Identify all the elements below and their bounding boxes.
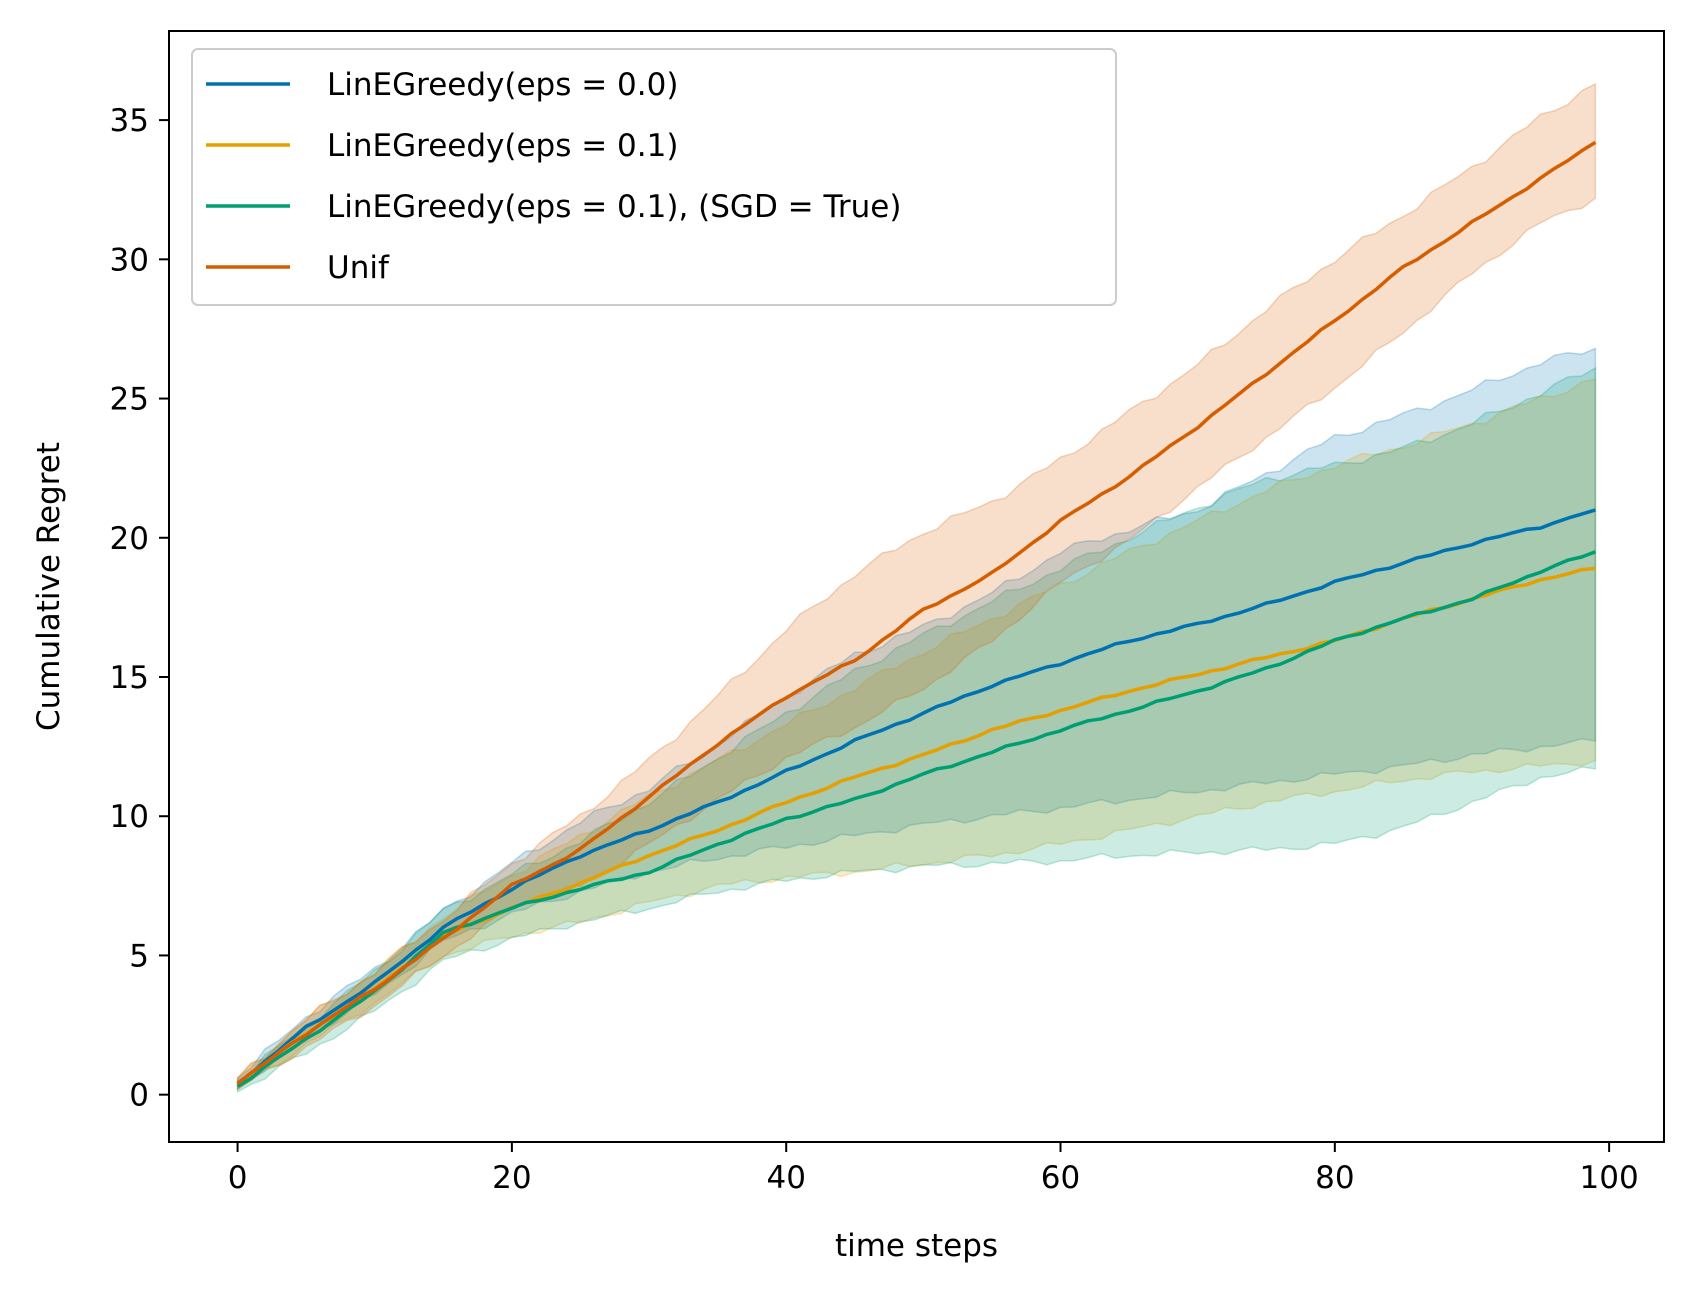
x-axis-label: time steps xyxy=(835,1228,998,1264)
line-series-1 xyxy=(236,508,1596,1085)
line-series-4 xyxy=(236,140,1597,1085)
legend-box xyxy=(191,48,1117,306)
x-tick-label: 100 xyxy=(1580,1160,1639,1196)
x-axis-ticks: 0 20 40 60 80 100 xyxy=(228,1142,1639,1196)
y-tick-label: 20 xyxy=(110,521,149,557)
y-tick-label: 35 xyxy=(110,103,149,139)
line-series-3 xyxy=(236,550,1597,1088)
axes-frame xyxy=(168,30,1665,1143)
y-axis-label: Cumulative Regret xyxy=(31,442,67,731)
y-tick-label: 25 xyxy=(110,382,149,418)
x-tick-label: 80 xyxy=(1315,1160,1354,1196)
y-tick-label: 10 xyxy=(110,799,149,835)
band-series-3 xyxy=(236,366,1597,1094)
legend-label: LinEGreedy(eps = 0.1), (SGD = True) xyxy=(327,189,901,225)
x-tick-label: 60 xyxy=(1041,1160,1080,1196)
confidence-bands xyxy=(236,82,1597,1094)
y-tick-label: 5 xyxy=(129,938,149,974)
x-tick-label: 0 xyxy=(228,1160,248,1196)
x-tick-label: 20 xyxy=(492,1160,531,1196)
x-tick-label: 40 xyxy=(766,1160,805,1196)
y-tick-label: 30 xyxy=(110,242,149,278)
legend-label: Unif xyxy=(327,250,390,286)
legend-label: LinEGreedy(eps = 0.1) xyxy=(327,128,678,164)
band-series-4 xyxy=(236,82,1597,1091)
band-series-2 xyxy=(236,378,1597,1091)
legend-label: LinEGreedy(eps = 0.0) xyxy=(327,67,678,103)
y-axis-ticks: 0 5 10 15 20 25 30 35 xyxy=(110,103,169,1114)
y-tick-label: 15 xyxy=(110,660,149,696)
legend: LinEGreedy(eps = 0.0) LinEGreedy(eps = 0.… xyxy=(191,48,1117,306)
series-lines xyxy=(236,140,1597,1088)
y-tick-label: 0 xyxy=(129,1078,149,1114)
